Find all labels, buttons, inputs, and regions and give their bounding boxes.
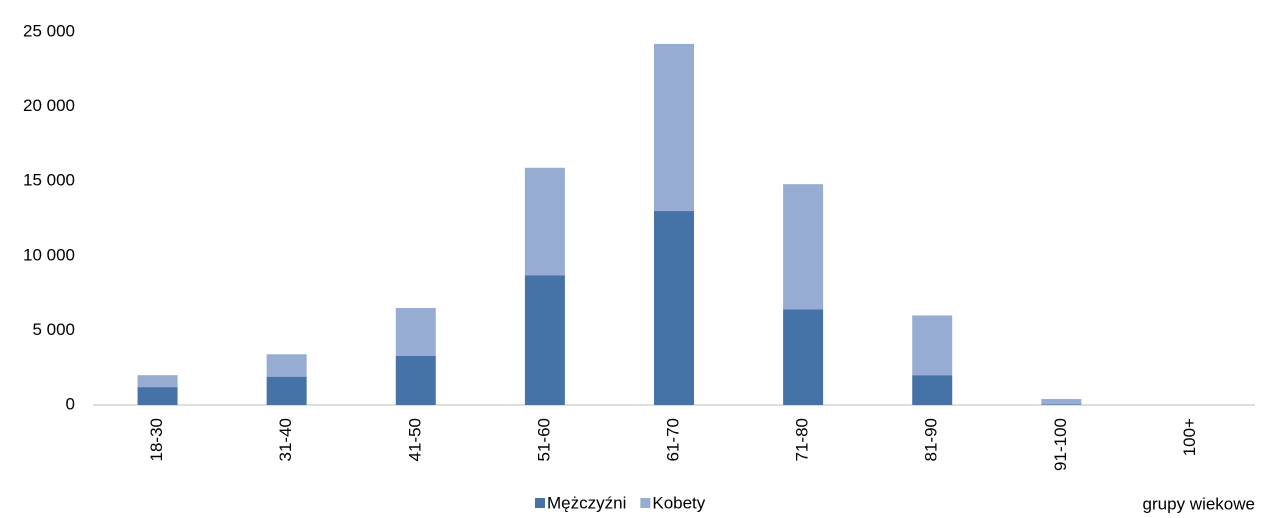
x-tick-label: 91-100: [1051, 418, 1070, 471]
x-tick-label: 100+: [1180, 418, 1199, 456]
bar-segment: [137, 387, 178, 405]
x-tick-label: 31-40: [276, 418, 295, 461]
x-tick-label: 71-80: [793, 418, 812, 461]
legend-label: Kobety: [652, 493, 705, 512]
y-tick-label: 5 000: [32, 320, 75, 339]
bar-segment: [654, 43, 694, 212]
y-tick-label: 0: [66, 394, 75, 413]
bar-segment: [912, 315, 953, 376]
x-tick-label: 51-60: [534, 418, 553, 461]
y-tick-label: 20 000: [23, 96, 75, 115]
x-axis-label: grupy wiekowe: [1143, 494, 1255, 513]
bar-segment: [524, 167, 565, 276]
legend-label: Mężczyźni: [547, 493, 626, 512]
bar-segment: [137, 375, 178, 388]
x-tick-label: 41-50: [405, 418, 424, 461]
bar-segment: [783, 309, 824, 405]
y-tick-label: 10 000: [23, 245, 75, 264]
bar-segment: [395, 308, 436, 356]
legend-swatch: [535, 498, 545, 508]
y-tick-label: 15 000: [23, 171, 75, 190]
bar-segment: [1041, 399, 1082, 405]
bar-segment: [395, 355, 436, 405]
bar-segment: [1041, 404, 1082, 405]
bar-segment: [912, 375, 953, 405]
legend-swatch: [640, 498, 651, 508]
y-tick-label: 25 000: [23, 21, 75, 40]
x-tick-label: 81-90: [922, 418, 941, 461]
bar-segment: [266, 354, 307, 377]
bar-segment: [524, 275, 565, 405]
x-tick-label: 18-30: [147, 418, 166, 461]
bar-segment: [266, 376, 307, 405]
bar-segment: [654, 211, 694, 405]
bar-segment: [783, 184, 824, 310]
x-tick-label: 61-70: [663, 418, 682, 461]
